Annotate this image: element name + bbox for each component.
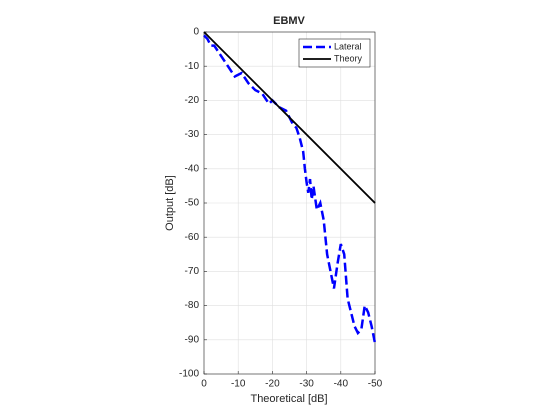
y-tick-label: 0 (193, 27, 199, 38)
legend-label: Theory (334, 53, 363, 63)
chart-title: EBMV (273, 15, 305, 27)
x-tick-label: -40 (334, 379, 349, 390)
x-tick-label: -50 (368, 379, 383, 390)
legend-box (298, 38, 371, 68)
series-line (203, 34, 377, 344)
y-tick-label: -80 (185, 300, 200, 311)
y-tick-label: -60 (185, 232, 200, 243)
x-tick-label: -20 (265, 379, 280, 390)
y-tick-label: -40 (185, 163, 200, 174)
y-axis-label: Output [dB] (164, 175, 176, 231)
x-tick-label: -30 (299, 379, 314, 390)
x-tick-label: -10 (231, 379, 246, 390)
series-line (203, 31, 376, 204)
y-tick-label: -20 (185, 95, 200, 106)
y-tick-label: -100 (179, 369, 199, 380)
x-axis-label: Theoretical [dB] (250, 393, 327, 405)
y-tick-label: -30 (185, 129, 200, 140)
legend-label: Lateral (334, 41, 362, 51)
x-tick-label: 0 (201, 379, 207, 390)
y-tick-label: -10 (185, 61, 200, 72)
y-tick-label: -90 (185, 334, 200, 345)
y-tick-label: -50 (185, 198, 200, 209)
y-tick-label: -70 (185, 266, 200, 277)
